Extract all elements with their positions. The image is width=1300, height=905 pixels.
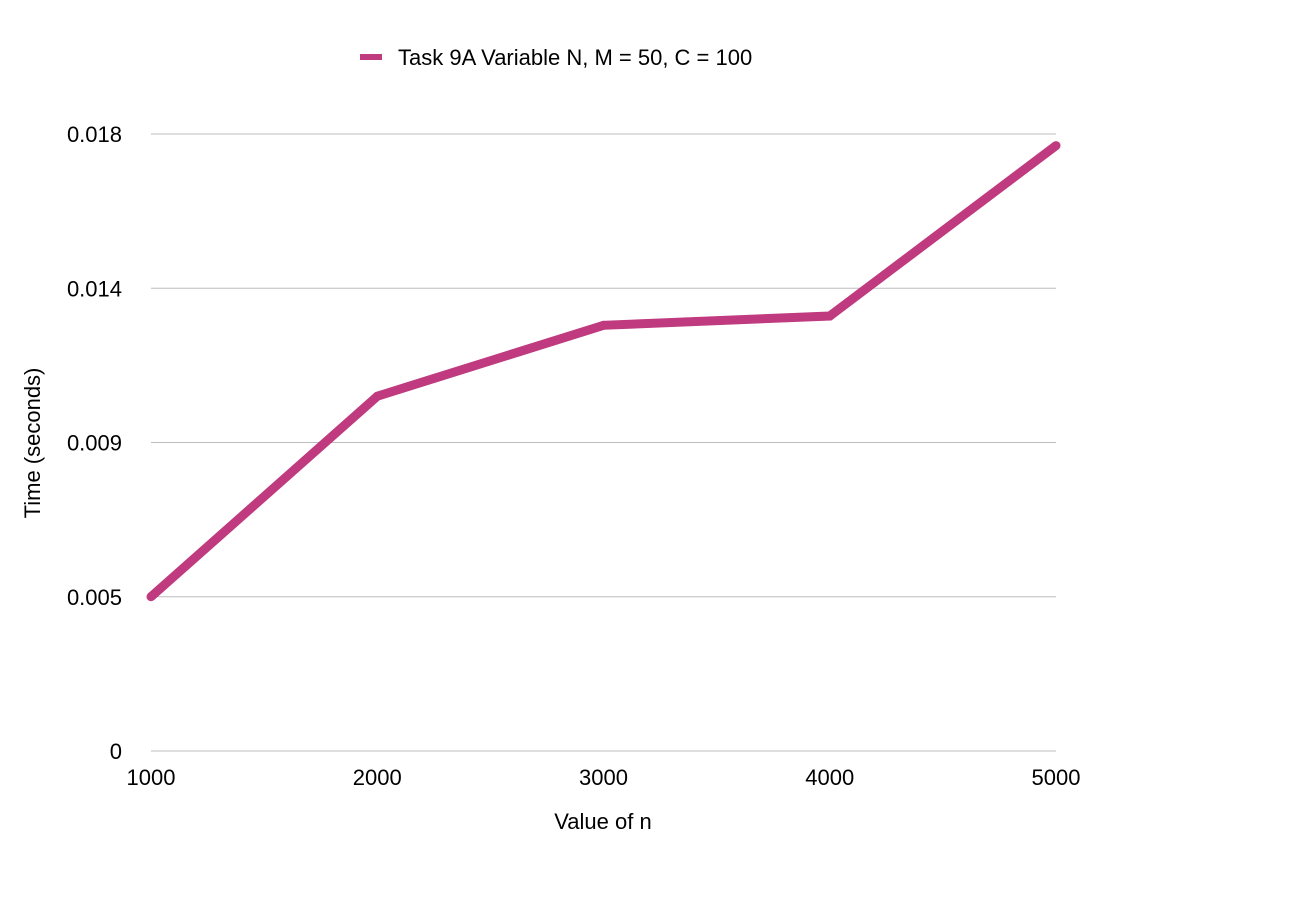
y-tick-label: 0.018 <box>67 122 122 147</box>
y-tick-labels: 0 0.005 0.009 0.014 0.018 <box>67 122 122 764</box>
x-tick-label: 4000 <box>805 765 854 790</box>
y-tick-label: 0.009 <box>67 431 122 456</box>
data-point <box>146 592 156 602</box>
data-point <box>372 391 382 401</box>
x-axis-title: Value of n <box>554 809 651 834</box>
series-line <box>148 142 1059 601</box>
legend: Task 9A Variable N, M = 50, C = 100 <box>360 45 752 70</box>
x-tick-label: 5000 <box>1032 765 1081 790</box>
x-tick-labels: 1000 2000 3000 4000 5000 <box>127 765 1081 790</box>
data-point <box>599 320 608 330</box>
y-tick-label: 0.005 <box>67 585 122 610</box>
series-lines <box>146 141 1061 602</box>
y-tick-label: 0 <box>110 739 122 764</box>
y-axis-title: Time (seconds) <box>20 368 45 519</box>
data-point <box>825 311 835 321</box>
x-tick-label: 2000 <box>353 765 402 790</box>
x-tick-label: 1000 <box>127 765 176 790</box>
data-point <box>1051 141 1061 151</box>
gridlines <box>151 133 1056 752</box>
legend-label: Task 9A Variable N, M = 50, C = 100 <box>398 45 752 70</box>
x-tick-label: 3000 <box>579 765 628 790</box>
y-tick-label: 0.014 <box>67 276 122 301</box>
